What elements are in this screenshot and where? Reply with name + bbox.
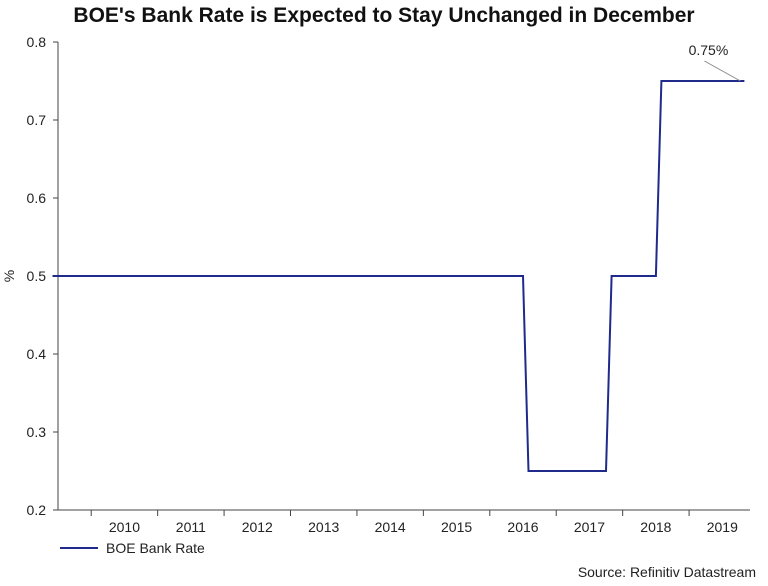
x-tick-label: 2013 xyxy=(308,519,339,535)
chart-title: BOE's Bank Rate is Expected to Stay Unch… xyxy=(73,4,695,27)
annotation-leader xyxy=(704,60,741,82)
x-tick-label: 2018 xyxy=(640,519,671,535)
x-tick-label: 2010 xyxy=(109,519,140,535)
y-tick-label: 0.4 xyxy=(27,346,47,362)
y-tick-label: 0.3 xyxy=(27,424,47,440)
y-tick-label: 0.8 xyxy=(27,34,47,50)
legend: BOE Bank Rate xyxy=(60,540,205,556)
x-tick-label: 2012 xyxy=(242,519,273,535)
y-tick-label: 0.5 xyxy=(27,268,47,284)
y-tick-label: 0.7 xyxy=(27,112,47,128)
x-tick-label: 2019 xyxy=(707,519,738,535)
x-tick-label: 2015 xyxy=(441,519,472,535)
series-line-0 xyxy=(52,80,745,472)
x-tick-label: 2011 xyxy=(176,519,206,535)
x-tick-label: 2014 xyxy=(375,519,406,535)
y-axis-label: % xyxy=(1,270,17,282)
annotation-label: 0.75% xyxy=(689,42,729,58)
y-tick-label: 0.6 xyxy=(27,190,47,206)
source-note: Source: Refinitiv Datastream xyxy=(577,564,756,580)
y-tick-label: 0.2 xyxy=(27,502,47,518)
x-tick-label: 2017 xyxy=(574,519,605,535)
legend-swatch xyxy=(60,547,98,549)
x-tick-label: 2016 xyxy=(507,519,538,535)
legend-label: BOE Bank Rate xyxy=(106,540,205,556)
